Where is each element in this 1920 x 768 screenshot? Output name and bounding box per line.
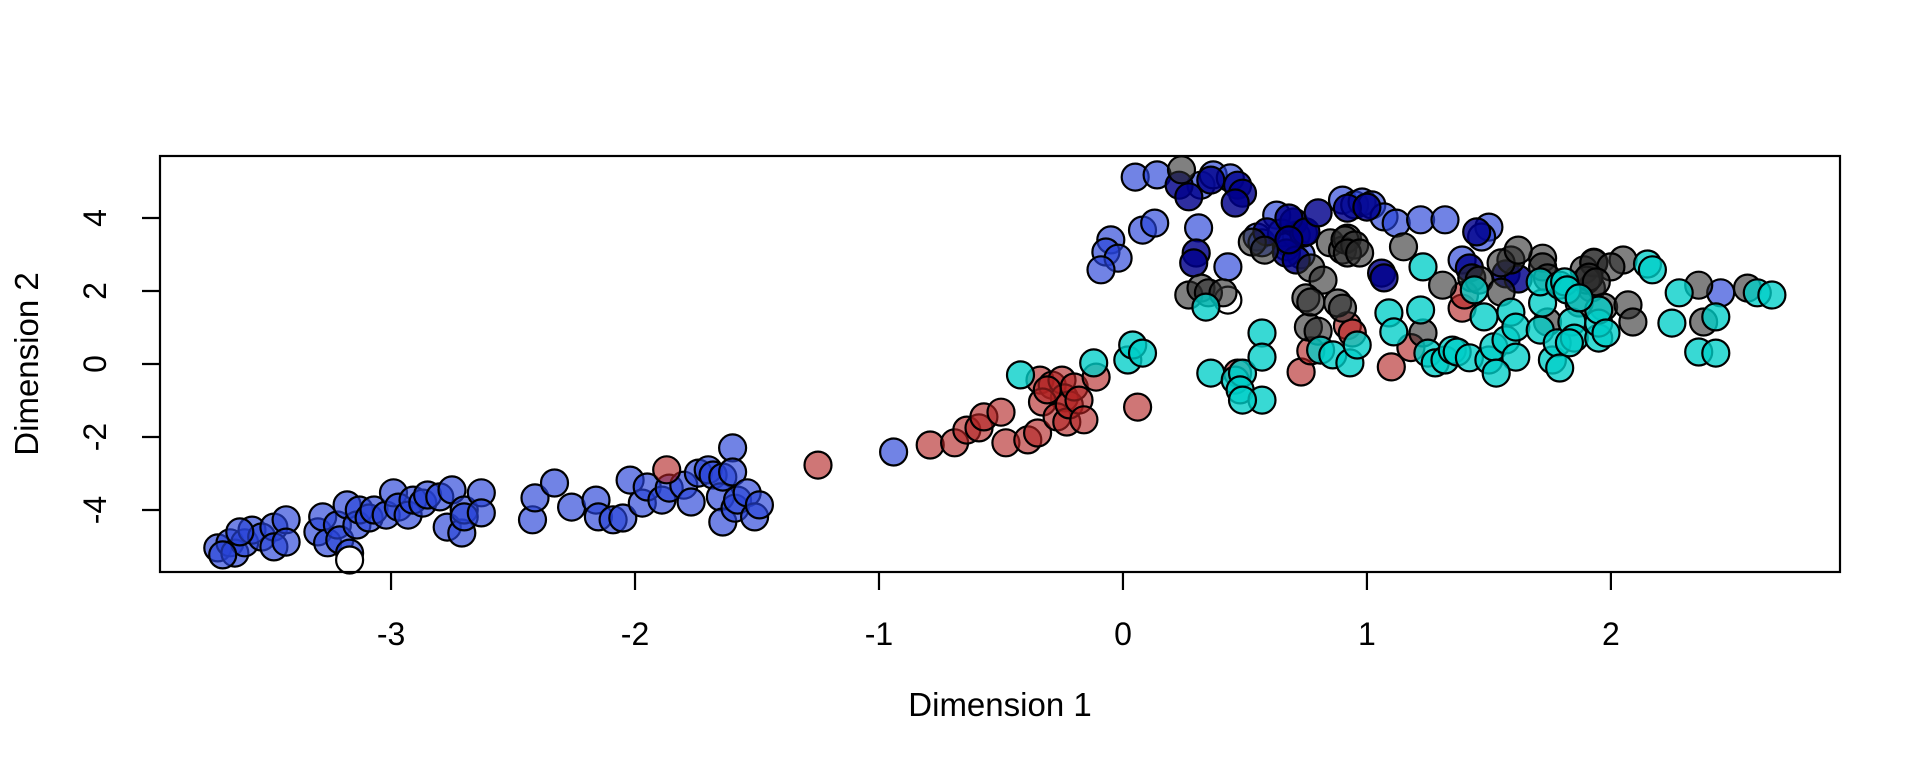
data-point-darkblue <box>1352 192 1382 222</box>
y-tick-label: -4 <box>77 496 113 524</box>
data-point-brickred <box>652 455 682 485</box>
data-point-turquoise <box>1408 252 1438 282</box>
data-point-brickred <box>1122 392 1153 422</box>
data-point-turquoise <box>1127 338 1158 368</box>
data-point-royalblue <box>1405 205 1436 235</box>
data-point-gray <box>1388 232 1419 262</box>
data-point-royalblue <box>520 483 550 513</box>
y-tick-label: 0 <box>77 355 113 373</box>
x-tick-label: -1 <box>865 616 893 652</box>
data-point-brickred <box>803 450 833 480</box>
data-point-royalblue <box>878 437 909 467</box>
data-point-royalblue <box>208 540 238 570</box>
data-point-turquoise <box>1247 342 1277 372</box>
y-tick-label: 4 <box>77 209 113 227</box>
data-point-darkblue <box>1179 248 1209 278</box>
data-point-royalblue <box>225 517 255 547</box>
data-point-gray <box>1344 238 1375 268</box>
series-turquoise <box>1005 249 1787 415</box>
y-axis-title: Dimension 2 <box>8 272 45 455</box>
data-point-turquoise <box>1196 358 1226 388</box>
data-point-darkblue <box>1196 165 1226 195</box>
data-point-brickred <box>986 397 1016 427</box>
data-point-darkblue <box>1462 217 1492 247</box>
y-tick-label: 2 <box>77 282 113 300</box>
data-point-turquoise <box>1342 330 1372 360</box>
x-axis: -3 -2 -1 0 1 2 <box>377 572 1620 652</box>
data-point-turquoise <box>1005 360 1036 390</box>
data-point-royalblue <box>1086 255 1116 285</box>
data-point-turquoise <box>1405 295 1436 325</box>
data-point-turquoise <box>1469 302 1499 332</box>
data-point-turquoise <box>1459 275 1489 305</box>
data-point-brickred <box>1022 418 1053 448</box>
data-point-darkblue <box>1274 225 1304 255</box>
data-point-brickred <box>915 430 945 460</box>
data-point-royalblue <box>717 433 748 463</box>
data-point-turquoise <box>1247 318 1277 348</box>
data-point-royalblue <box>466 498 496 528</box>
x-tick-label: 2 <box>1602 616 1620 652</box>
data-point-royalblue <box>744 490 775 520</box>
data-point-gray <box>1327 293 1358 323</box>
data-point-royalblue <box>1430 205 1460 235</box>
data-point-darkblue <box>1174 182 1204 212</box>
data-point-brickred <box>1376 352 1406 382</box>
data-point-gray <box>1427 270 1458 300</box>
y-tick-label: -2 <box>77 423 113 451</box>
data-point-brickred <box>1069 405 1099 435</box>
data-point-turquoise <box>1657 308 1687 338</box>
data-point-turquoise <box>1664 278 1694 308</box>
x-tick-label: -3 <box>377 616 405 652</box>
data-point-darkblue <box>1303 198 1333 228</box>
data-point-turquoise <box>1701 338 1731 368</box>
x-tick-label: 0 <box>1114 616 1132 652</box>
data-point-turquoise <box>1554 328 1585 358</box>
data-point-royalblue <box>1140 208 1170 238</box>
data-point-royalblue <box>1183 213 1214 243</box>
data-point-turquoise <box>1701 302 1731 332</box>
data-points-layer <box>203 155 1787 575</box>
data-point-turquoise <box>1501 342 1531 372</box>
data-point-royalblue <box>608 503 638 533</box>
data-point-turquoise <box>1591 318 1621 348</box>
x-axis-title: Dimension 1 <box>908 686 1091 723</box>
data-point-turquoise <box>1564 283 1594 313</box>
data-point-royalblue <box>717 457 748 487</box>
data-point-turquoise <box>1379 317 1409 347</box>
x-tick-label: 1 <box>1358 616 1376 652</box>
data-point-royalblue <box>556 492 587 522</box>
data-point-gray <box>1308 265 1338 295</box>
data-point-turquoise <box>1757 280 1787 310</box>
data-point-gray <box>1249 235 1280 265</box>
data-point-turquoise <box>1501 312 1531 342</box>
data-point-darkblue <box>1369 263 1399 293</box>
data-point-turquoise <box>1227 385 1258 415</box>
data-point-turquoise <box>1481 358 1511 388</box>
data-point-white <box>335 545 365 575</box>
data-point-turquoise <box>1637 255 1668 285</box>
data-point-gray <box>1618 307 1648 337</box>
data-point-royalblue <box>271 527 301 557</box>
data-point-turquoise <box>1191 292 1221 322</box>
series-brickred <box>652 280 1480 485</box>
data-point-royalblue <box>539 468 570 498</box>
y-axis: -4 -2 0 2 4 <box>77 209 160 524</box>
data-point-gray <box>1503 235 1533 265</box>
data-point-darkblue <box>1220 188 1250 218</box>
data-point-royalblue <box>676 487 706 517</box>
data-point-gray <box>1296 287 1326 317</box>
data-point-turquoise <box>1545 353 1575 383</box>
data-point-turquoise <box>1079 348 1109 378</box>
data-point-royalblue <box>1213 252 1243 282</box>
x-tick-label: -2 <box>621 616 649 652</box>
data-point-gray <box>1166 155 1197 185</box>
